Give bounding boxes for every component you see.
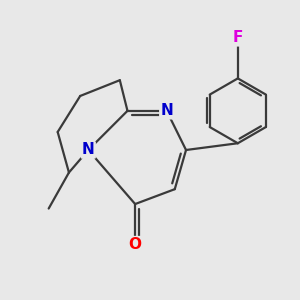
Text: O: O — [129, 237, 142, 252]
Text: N: N — [82, 142, 95, 158]
Text: F: F — [232, 30, 243, 45]
Text: N: N — [160, 103, 173, 118]
